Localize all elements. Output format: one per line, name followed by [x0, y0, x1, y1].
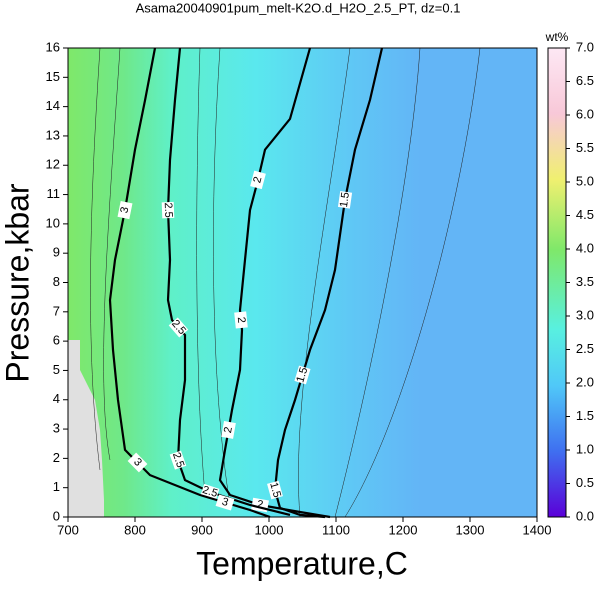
contour-label: 2	[222, 426, 235, 434]
y-tick-label: 0	[53, 508, 60, 523]
contour-label-bg	[294, 365, 311, 385]
x-tick-label: 1300	[456, 522, 485, 537]
y-tick-label: 11	[47, 186, 61, 201]
contour-label-bg	[117, 201, 133, 220]
colorbar	[547, 47, 567, 518]
contour-label: 3	[118, 206, 131, 214]
x-tick-label: 1400	[523, 522, 552, 537]
y-tick-label: 12	[46, 157, 60, 172]
x-axis-label: Temperature,C	[196, 545, 408, 581]
colorbar-tick-label: 3.5	[576, 274, 594, 289]
colorbar-tick-label: 5.5	[576, 140, 594, 155]
y-tick-label: 10	[46, 215, 60, 230]
contour-label: 2.5	[170, 451, 186, 469]
colorbar-tick-label: 4.5	[576, 207, 594, 222]
colorbar-tick-label: 2.5	[576, 341, 594, 356]
contour-label-bg	[127, 452, 148, 473]
x-tick-label: 800	[124, 522, 146, 537]
colorbar-tick-label: 2.0	[576, 374, 594, 389]
contour-label: 3	[220, 496, 229, 509]
colorbar-tick-label: 5.0	[576, 173, 594, 188]
x-tick-label: 900	[191, 522, 213, 537]
colorbar-tick-label: 4.0	[576, 240, 594, 255]
contour-label: 2	[256, 498, 264, 511]
contour-label-bg	[221, 420, 236, 439]
contour-label: 1.5	[294, 366, 310, 384]
x-tick-label: 1100	[322, 522, 350, 537]
colorbar-label: wt%	[545, 30, 569, 44]
y-tick-label: 4	[53, 391, 60, 406]
y-tick-label: 13	[46, 127, 60, 142]
x-tick-label: 1200	[389, 522, 418, 537]
y-tick-label: 3	[53, 421, 60, 436]
colorbar-tick-label: 7.0	[576, 39, 594, 54]
no-data-region	[68, 340, 104, 517]
y-tick-label: 14	[46, 98, 60, 113]
contour-line	[218, 47, 331, 519]
x-tick-label: 700	[57, 522, 79, 537]
contour-line	[166, 47, 291, 516]
y-tick-label: 16	[46, 39, 60, 54]
y-tick-label: 6	[53, 333, 60, 348]
y-tick-label: 5	[53, 362, 60, 377]
contour-label-bg	[337, 191, 353, 209]
contour-label-bg	[161, 201, 175, 219]
contour-label-bg	[234, 311, 248, 329]
colorbar-tick-label: 3.0	[576, 307, 594, 322]
colorbar-tick-label: 0.0	[576, 508, 594, 523]
contour-label-bg	[168, 317, 189, 338]
contour-label: 2	[251, 175, 264, 184]
y-tick-label: 1	[53, 479, 60, 494]
contour-label-bg	[215, 494, 235, 511]
y-tick-label: 8	[53, 274, 60, 289]
colorbar-tick-label: 6.5	[576, 73, 594, 88]
y-tick-label: 7	[53, 303, 60, 318]
colorbar-tick-label: 0.5	[576, 475, 594, 490]
contour-label: 2.5	[162, 202, 175, 218]
contour-label: 2	[235, 316, 248, 323]
contour-label: 1.5	[267, 481, 283, 499]
contour-label-bg	[250, 170, 266, 190]
colorbar-tick-label: 1.5	[576, 408, 594, 423]
y-tick-label: 2	[53, 450, 60, 465]
colorbar-tick-label: 6.0	[576, 106, 594, 121]
y-axis-label: Pressure,kbar	[0, 183, 35, 383]
y-tick-label: 9	[53, 245, 60, 260]
x-tick-label: 1000	[255, 522, 284, 537]
contour-label-bg	[169, 450, 187, 470]
colorbar-tick-label: 1.0	[576, 441, 594, 456]
chart-title: Asama20040901pum_melt-K2O.d_H2O_2.5_PT, …	[136, 0, 461, 15]
contour-field	[68, 48, 537, 517]
y-tick-label: 15	[46, 69, 60, 84]
minor-contours	[90, 47, 481, 518]
contour-label-bg	[267, 480, 283, 500]
contour-label: 1.5	[338, 191, 352, 208]
contour-line	[108, 47, 271, 519]
